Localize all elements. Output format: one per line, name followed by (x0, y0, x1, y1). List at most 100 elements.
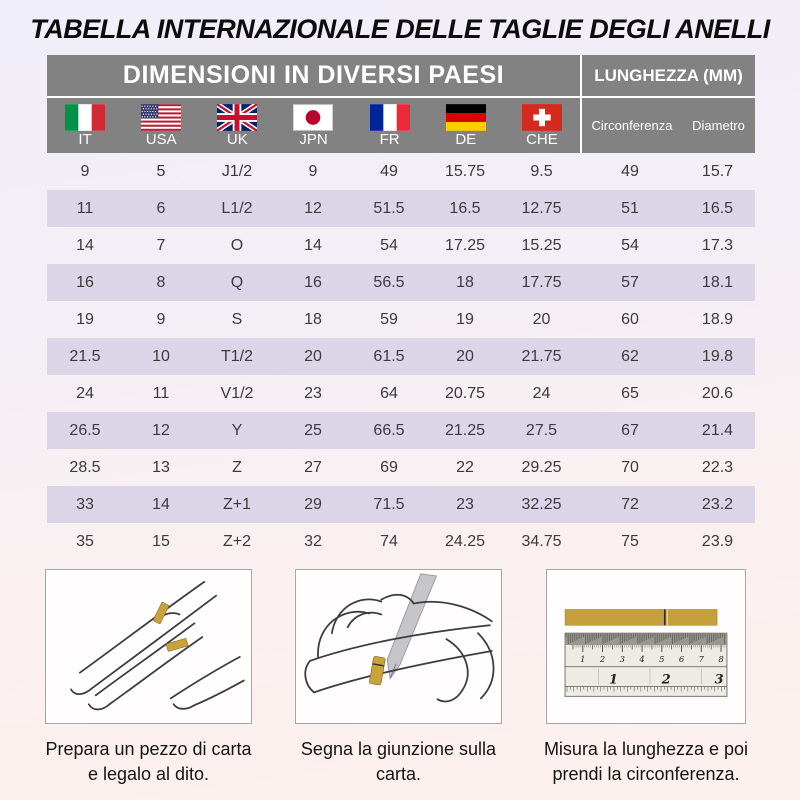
country-label: IT (78, 131, 92, 148)
country-header-row: IT USA (47, 98, 755, 153)
table-cell: 22 (456, 458, 474, 476)
table-cell: Y (231, 421, 243, 439)
table-cell: 71.5 (373, 495, 405, 513)
svg-text:7: 7 (699, 654, 705, 664)
table-cell: 11 (76, 199, 94, 217)
country-cell-usa: USA (123, 98, 199, 153)
table-cell: 32 (304, 532, 322, 550)
instruction-image-1 (45, 569, 252, 724)
table-cell: 17.75 (521, 273, 562, 291)
table-cell: 67 (621, 421, 639, 439)
country-label: USA (145, 131, 177, 148)
table-cell: 22.3 (701, 458, 734, 476)
table-cell: L1/2 (221, 199, 253, 217)
table-cell: 20 (456, 347, 474, 365)
instruction-caption-1: Prepara un pezzo di carta e legalo al di… (45, 739, 252, 784)
table-cell: Z (232, 458, 242, 476)
japan-flag-icon (293, 104, 334, 131)
svg-text:2: 2 (661, 673, 671, 688)
table-cell: 64 (380, 384, 398, 402)
instruction-step-2: Segna la giunzione sulla carta. (295, 569, 502, 784)
table-cell: 21.4 (701, 421, 734, 439)
instruction-caption-3: Misura la lunghezza e poi prendi la circ… (543, 739, 749, 784)
table-cell: 20.75 (444, 384, 486, 402)
table-cell: 29.25 (521, 458, 562, 476)
svg-text:1: 1 (580, 654, 585, 664)
table-cell: 69 (380, 458, 398, 476)
table-cell: 8 (156, 273, 166, 291)
table-row: 14 7 O 14 54 17.25 15.25 54 17.3 (47, 227, 755, 264)
table-cell: 15.75 (444, 162, 486, 180)
svg-text:8: 8 (718, 654, 724, 664)
circumference-column-label: Circonferenza (591, 118, 673, 133)
table-cell: 74 (380, 532, 398, 550)
country-cell-jpn: JPN (275, 98, 351, 153)
table-cell: 12.75 (521, 199, 562, 217)
svg-text:4: 4 (638, 654, 644, 664)
table-cell: 49 (380, 162, 398, 180)
table-cell: 59 (380, 310, 398, 328)
table-cell: 15.25 (521, 236, 562, 254)
table-cell: Z+2 (222, 532, 251, 550)
table-row: 9 5 J1/2 9 49 15.75 9.5 49 15.7 (47, 153, 755, 190)
france-flag-icon (369, 104, 410, 131)
instruction-caption-2: Segna la giunzione sulla carta. (300, 739, 497, 784)
usa-flag-icon (141, 104, 182, 131)
table-cell: 25 (304, 421, 322, 439)
table-cell: T1/2 (220, 347, 253, 365)
paper-strip (564, 609, 718, 626)
table-cell: 19.8 (701, 347, 734, 365)
table-cell: 35 (76, 532, 94, 550)
table-cell: 20 (532, 310, 551, 328)
hand-with-paper-strip-icon (70, 580, 245, 711)
diameter-column-label: Diametro (692, 118, 745, 133)
table-cell: 5 (156, 162, 166, 180)
svg-text:3: 3 (620, 654, 625, 664)
table-cell: 70 (621, 458, 639, 476)
table-cell: 27 (304, 458, 322, 476)
country-cell-de: DE (428, 98, 504, 153)
table-cell: 56.5 (373, 273, 405, 291)
pen-icon (386, 573, 438, 680)
table-cell: 7 (156, 236, 166, 254)
table-header: DIMENSIONI IN DIVERSI PAESI LUNGHEZZA (M… (47, 55, 755, 98)
table-cell: 9.5 (530, 162, 553, 180)
table-cell: 17.25 (444, 236, 486, 254)
ruler-icon: 1 2 3 4 5 6 7 81 2 3 (564, 609, 728, 697)
table-cell: 9 (80, 162, 90, 180)
table-cell: 57 (621, 273, 639, 291)
country-cell-che: CHE (504, 98, 580, 153)
country-label: JPN (299, 131, 328, 148)
table-cell: O (230, 236, 244, 254)
table-cell: 12 (304, 199, 322, 217)
country-label: CHE (526, 131, 558, 148)
table-cell: 16 (304, 273, 322, 291)
country-label: DE (455, 131, 477, 148)
instruction-step-1: Prepara un pezzo di carta e legalo al di… (45, 569, 252, 784)
table-cell: 10 (152, 347, 170, 365)
size-table: DIMENSIONI IN DIVERSI PAESI LUNGHEZZA (M… (47, 55, 755, 560)
table-cell: 9 (156, 310, 166, 328)
country-cell-it: IT (47, 98, 123, 153)
hand-marking-with-pen-icon (304, 573, 495, 703)
table-row: 24 11 V1/2 23 64 20.75 24 65 20.6 (47, 375, 755, 412)
table-cell: Z+1 (222, 495, 251, 513)
table-row: 16 8 Q 16 56.5 18 17.75 57 18.1 (47, 264, 755, 301)
table-cell: 23 (304, 384, 322, 402)
table-cell: V1/2 (220, 384, 254, 402)
header-dimensions: DIMENSIONI IN DIVERSI PAESI (122, 61, 505, 89)
table-cell: 54 (621, 236, 639, 254)
table-cell: 16.5 (701, 199, 734, 217)
table-cell: 9 (308, 162, 318, 180)
table-cell: 23.2 (701, 495, 734, 513)
table-cell: 18.9 (701, 310, 734, 328)
table-cell: 54 (380, 236, 398, 254)
table-cell: 18.1 (701, 273, 734, 291)
country-label: UK (226, 131, 248, 148)
table-cell: 24 (76, 384, 94, 402)
page-title: TABELLA INTERNAZIONALE DELLE TAGLIE DEGL… (30, 14, 770, 44)
country-label: FR (379, 131, 400, 148)
svg-text:1: 1 (609, 673, 618, 688)
table-cell: J1/2 (221, 162, 253, 180)
